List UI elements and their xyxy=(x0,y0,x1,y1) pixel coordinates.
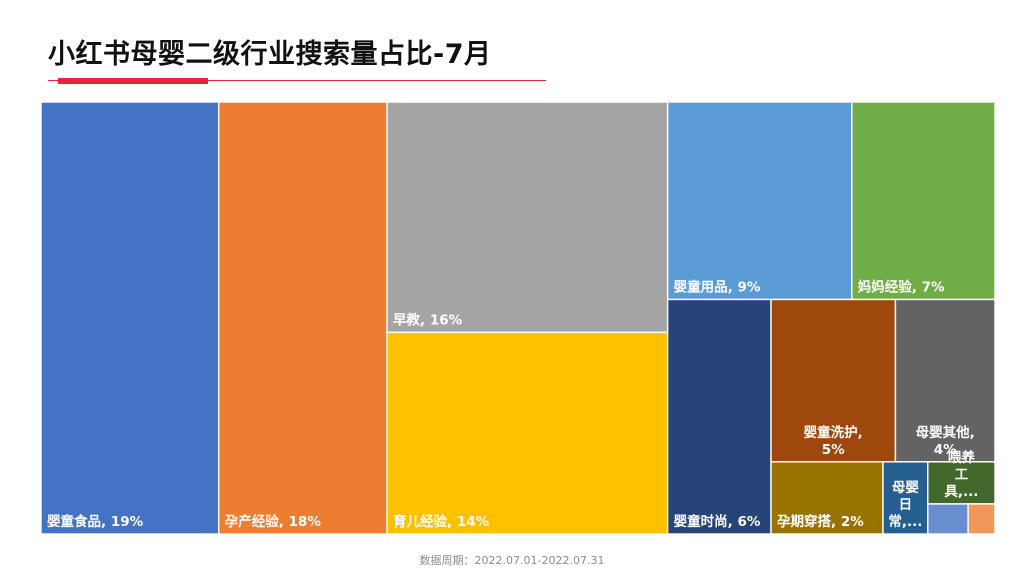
tile-7: 婴童时尚, 6% xyxy=(666,298,772,535)
tile-4-label: 育儿经验, 14% xyxy=(393,513,490,530)
tile-9-label: 母婴其他, 4% xyxy=(916,424,975,458)
tile-5-label: 婴童用品, 9% xyxy=(674,278,761,295)
title-accent-bar xyxy=(58,78,208,84)
tile-13-rect xyxy=(927,503,969,535)
tile-4-rect xyxy=(386,331,669,535)
tile-5: 婴童用品, 9% xyxy=(666,101,853,301)
title-underline xyxy=(48,80,546,81)
tile-13 xyxy=(927,503,969,535)
tile-3: 早教, 16% xyxy=(386,101,669,334)
tile-8-rect xyxy=(770,298,897,463)
tile-6-label: 妈妈经验, 7% xyxy=(858,278,945,295)
tile-8-label: 婴童洗护, 5% xyxy=(804,424,863,458)
tile-6: 妈妈经验, 7% xyxy=(851,101,996,301)
tile-11-rect xyxy=(882,461,929,535)
tile-7-label: 婴童时尚, 6% xyxy=(674,513,761,530)
tile-14 xyxy=(967,503,996,535)
tile-12-label: 喂养工具,... xyxy=(943,449,978,500)
tile-2: 孕产经验, 18% xyxy=(218,101,388,535)
tile-10-rect xyxy=(770,461,884,535)
tile-7-rect xyxy=(666,298,772,535)
tile-14-rect xyxy=(967,503,996,535)
tile-12: 喂养工具,... xyxy=(927,449,996,505)
tile-9: 母婴其他, 4% xyxy=(894,298,996,463)
tile-1-rect xyxy=(40,101,220,535)
tile-1: 婴童食品, 19% xyxy=(40,101,220,535)
tile-4: 育儿经验, 14% xyxy=(386,331,669,535)
tile-6-rect xyxy=(851,101,996,301)
tile-12-rect xyxy=(927,461,996,505)
tile-5-rect xyxy=(666,101,853,301)
data-period-footer: 数据周期：2022.07.01-2022.07.31 xyxy=(419,554,605,567)
tile-3-label: 早教, 16% xyxy=(393,311,463,328)
tile-10: 孕期穿搭, 2% xyxy=(770,461,884,535)
tile-1-label: 婴童食品, 19% xyxy=(47,513,144,530)
page-title: 小红书母婴二级行业搜索量占比-7月 xyxy=(48,39,492,70)
tile-2-label: 孕产经验, 18% xyxy=(225,513,322,530)
tile-11: 母婴日常,... xyxy=(882,461,929,535)
tile-11-label: 母婴日常,... xyxy=(888,479,922,530)
tile-2-rect xyxy=(218,101,388,535)
tile-9-rect xyxy=(894,298,996,463)
tile-8: 婴童洗护, 5% xyxy=(770,298,897,463)
tile-3-rect xyxy=(386,101,669,334)
tile-10-label: 孕期穿搭, 2% xyxy=(777,513,864,530)
